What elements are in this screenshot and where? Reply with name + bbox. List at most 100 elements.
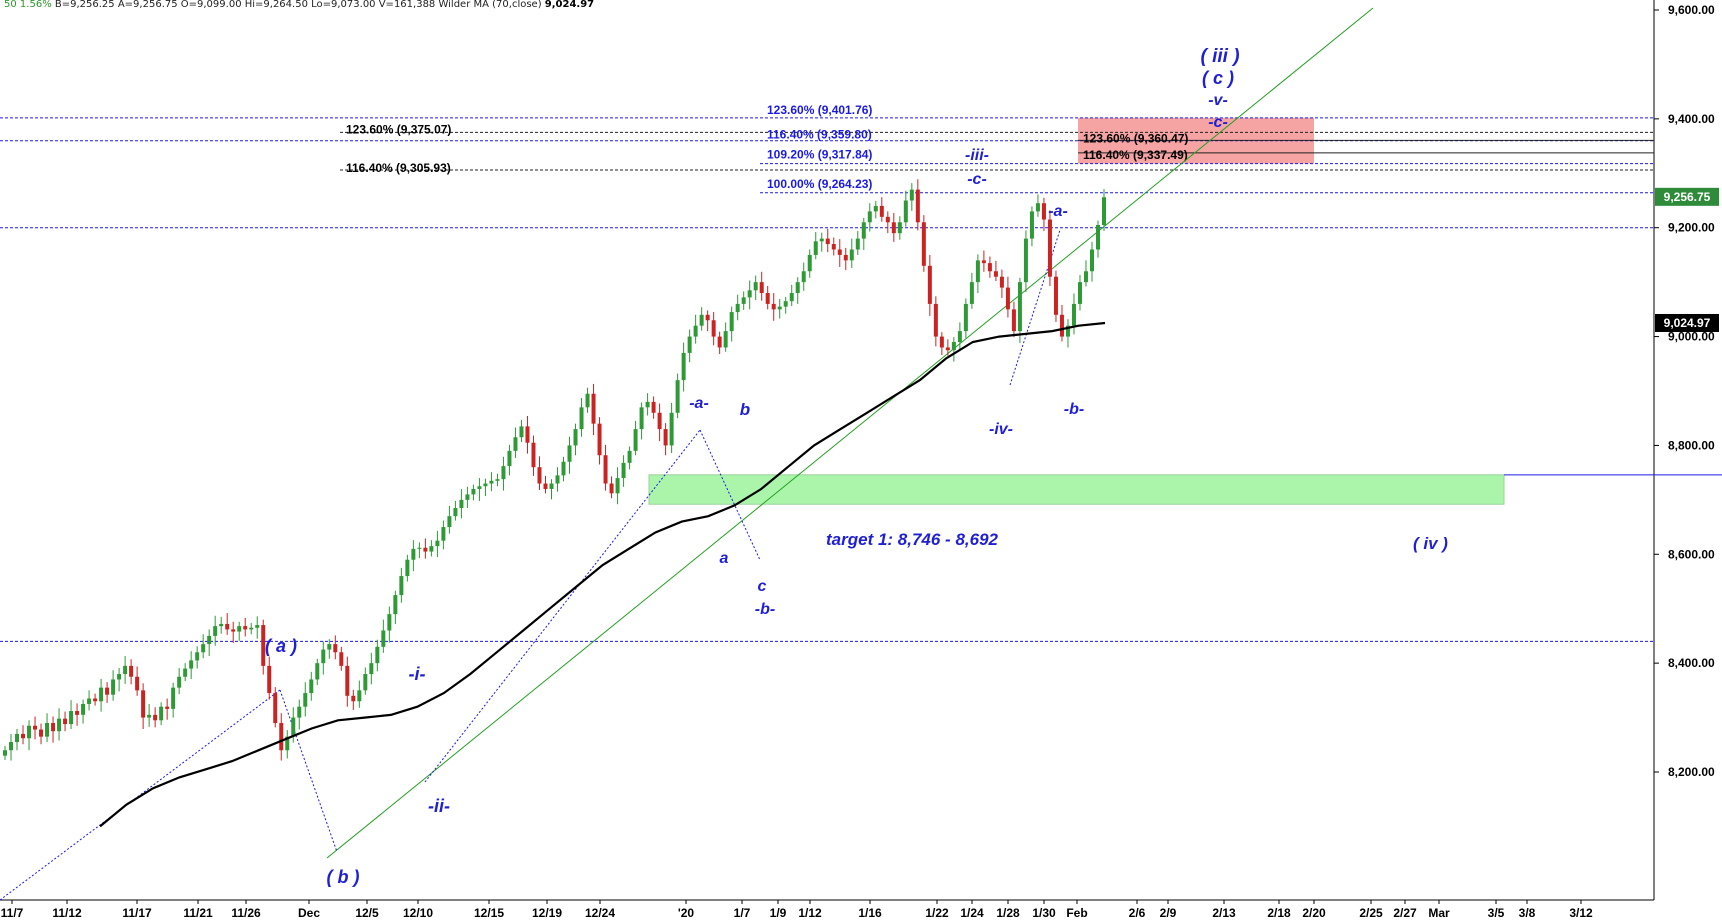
- candle-body: [327, 644, 332, 650]
- candle-body: [183, 668, 188, 677]
- candle-body: [537, 467, 542, 484]
- wave-label: b: [740, 400, 750, 419]
- candle-body: [939, 336, 944, 348]
- candle-body: [723, 331, 728, 348]
- candle-body: [417, 547, 422, 549]
- candle-body: [1035, 203, 1040, 212]
- y-tick-label: 9,000.00: [1668, 330, 1715, 344]
- candle-body: [603, 455, 608, 484]
- candle-body: [357, 690, 362, 702]
- candle-body: [927, 265, 932, 304]
- candle-body: [219, 623, 224, 627]
- candle-body: [153, 714, 158, 721]
- candle-body: [789, 293, 794, 302]
- candle-body: [279, 723, 284, 751]
- candle-body: [783, 301, 788, 307]
- candle-body: [123, 665, 128, 675]
- candle-body: [729, 312, 734, 332]
- wave-connector: [424, 429, 701, 783]
- wave-label: -ii-: [428, 796, 450, 816]
- candle-body: [1029, 211, 1034, 239]
- candle-body: [105, 687, 110, 695]
- candle-body: [447, 516, 452, 528]
- candle-body: [843, 254, 848, 261]
- x-tick-label: 1/30: [1032, 906, 1056, 920]
- candle-body: [495, 479, 500, 481]
- candle-body: [681, 352, 686, 381]
- candle-body: [309, 679, 314, 694]
- indicator-value: 9,024.97: [544, 0, 595, 10]
- candle-body: [1065, 325, 1070, 337]
- candle-body: [1102, 197, 1106, 225]
- candle-body: [213, 626, 218, 636]
- y-tick-label: 9,400.00: [1668, 112, 1715, 126]
- price-badge-label: 9,024.97: [1664, 316, 1711, 330]
- target-zone: [648, 474, 1505, 505]
- candle-body: [561, 461, 566, 476]
- candle-body: [879, 205, 884, 217]
- candle-body: [459, 499, 464, 509]
- fib-level-label: 123.60% (9,375.07): [346, 122, 451, 136]
- candle-body: [243, 626, 248, 630]
- fib-level-label: 123.60% (9,401.76): [767, 103, 872, 117]
- candle-body: [429, 546, 434, 552]
- candle-body: [75, 711, 80, 715]
- candle-body: [591, 393, 596, 424]
- wave-label: ( c ): [1202, 68, 1234, 88]
- candle-body: [201, 644, 206, 653]
- candle-body: [705, 314, 710, 321]
- wave-label: -i-: [409, 664, 426, 684]
- candle-body: [993, 271, 998, 277]
- wave-label: -c-: [967, 171, 987, 188]
- candle-body: [1047, 219, 1052, 277]
- candle-body: [837, 249, 842, 255]
- candle-body: [441, 527, 446, 541]
- candle-body: [1071, 303, 1076, 326]
- x-tick-label: 2/27: [1393, 906, 1417, 920]
- candle-body: [543, 483, 548, 489]
- candle-body: [111, 679, 116, 695]
- candle-body: [129, 665, 134, 677]
- candle-body: [609, 483, 614, 494]
- candle-body: [897, 222, 902, 234]
- candle-body: [675, 380, 680, 413]
- candle-body: [399, 576, 404, 596]
- wave-label: -b-: [755, 601, 775, 618]
- candle-body: [381, 630, 386, 647]
- x-tick-label: 2/25: [1359, 906, 1383, 920]
- fib-level-label: 116.40% (9,359.80): [767, 128, 872, 142]
- candle-body: [825, 238, 830, 245]
- x-tick-label: 12/15: [474, 906, 504, 920]
- candle-body: [819, 238, 824, 242]
- candle-body: [567, 445, 572, 462]
- x-tick-label: 2/9: [1160, 906, 1177, 920]
- candle-body: [63, 718, 68, 725]
- wave-label: ( iv ): [1413, 534, 1448, 553]
- y-tick-label: 8,800.00: [1668, 438, 1715, 452]
- candle-body: [861, 222, 866, 239]
- fib-level-label: 116.40% (9,305.93): [346, 161, 451, 175]
- candle-body: [171, 687, 176, 709]
- candle-body: [507, 450, 512, 467]
- price-badge-label: 9,256.75: [1664, 190, 1711, 204]
- candle-body: [1005, 287, 1010, 310]
- x-tick-label: 12/5: [355, 906, 379, 920]
- x-tick-label: 1/9: [770, 906, 787, 920]
- candle-body: [273, 693, 278, 724]
- candle-body: [93, 698, 98, 702]
- candle-body: [87, 698, 92, 704]
- candle-body: [531, 442, 536, 468]
- candle-body: [1059, 314, 1064, 337]
- candle-body: [663, 429, 668, 446]
- candle-body: [99, 687, 104, 702]
- y-tick-label: 9,200.00: [1668, 221, 1715, 235]
- x-tick-label: 12/19: [532, 906, 562, 920]
- wave-connector: [279, 689, 338, 853]
- candle-body: [471, 488, 476, 495]
- x-tick-label: 11/17: [122, 906, 152, 920]
- candle-body: [693, 325, 698, 337]
- symbol-fragment: 50: [4, 0, 17, 10]
- x-tick-label: 3/8: [1519, 906, 1536, 920]
- x-tick-label: Mar: [1428, 906, 1450, 920]
